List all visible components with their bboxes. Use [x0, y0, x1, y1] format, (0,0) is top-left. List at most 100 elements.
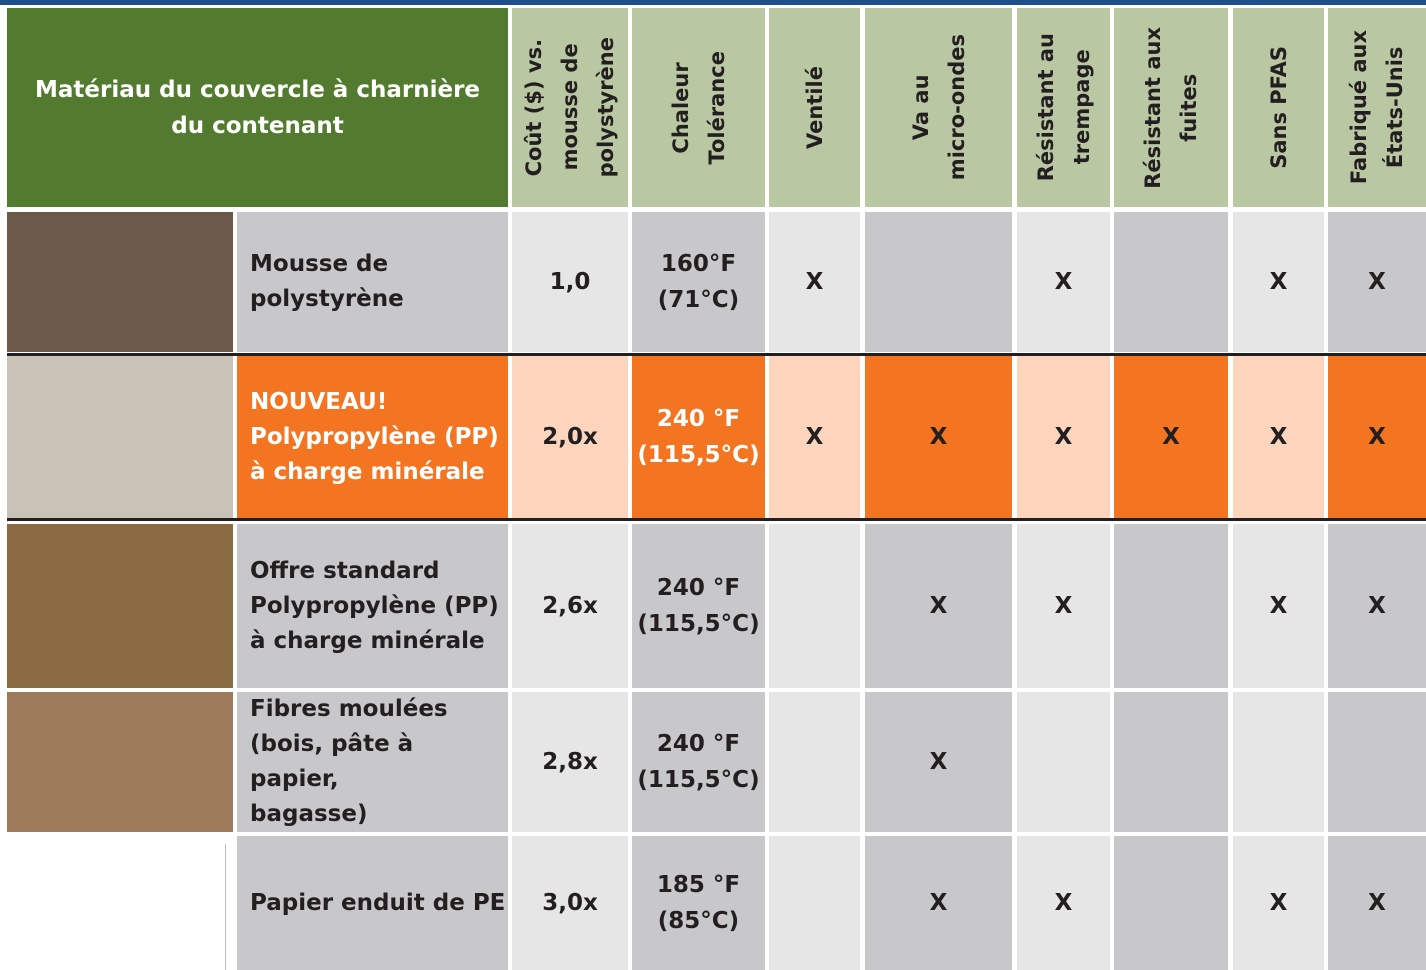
product-photo: [7, 524, 233, 688]
text-line: polystyrène: [588, 37, 624, 177]
feature-cell: X: [865, 692, 1012, 832]
feature-cell: X: [865, 524, 1012, 688]
feature-cell: [1328, 692, 1426, 832]
text-line: Tolérance: [699, 51, 735, 165]
material-text: Papier enduit de PE: [250, 886, 505, 921]
material-text: Fibres moulées(bois, pâte à papier,bagas…: [250, 692, 508, 832]
photo-divider: [225, 844, 226, 970]
heat-cell: 240 °F(115,5°C): [632, 692, 765, 832]
text-line: Fabriqué aux: [1341, 30, 1377, 184]
column-header: Sans PFAS: [1233, 8, 1324, 207]
text-line: mousse de: [552, 37, 588, 177]
feature-cell: X: [769, 356, 860, 518]
feature-cell: X: [1328, 524, 1426, 688]
text-line: Offre standard: [250, 554, 499, 589]
feature-cell: X: [1017, 212, 1110, 352]
row-border: [7, 353, 1426, 356]
page: {"header":{"material":["Matériau du couv…: [0, 0, 1426, 970]
feature-cell: X: [769, 212, 860, 352]
product-photo: [7, 836, 233, 970]
material-cell: NOUVEAU!Polypropylène (PP)à charge minér…: [237, 356, 508, 518]
feature-cell: [769, 836, 860, 970]
text-line: 240 °F: [657, 726, 740, 762]
text-line: polystyrène: [250, 282, 404, 317]
feature-cell: X: [1328, 356, 1426, 518]
top-strip: [0, 0, 1426, 5]
text-line: à charge minérale: [250, 455, 499, 490]
text-line: (85°C): [658, 903, 739, 939]
text-line: Polypropylène (PP): [250, 420, 499, 455]
feature-cell: X: [1233, 212, 1324, 352]
feature-cell: X: [1017, 356, 1110, 518]
product-photo: [7, 692, 233, 832]
heat-cell: 160°F(71°C): [632, 212, 765, 352]
feature-cell: [865, 212, 1012, 352]
cost-cell: 2,6x: [512, 524, 628, 688]
feature-cell: X: [1233, 524, 1324, 688]
feature-cell: [1114, 836, 1228, 970]
feature-cell: X: [1017, 524, 1110, 688]
text-line: Mousse de: [250, 247, 404, 282]
cost-cell: 2,8x: [512, 692, 628, 832]
text-line: Papier enduit de PE: [250, 886, 505, 921]
heat-cell: 240 °F(115,5°C): [632, 356, 765, 518]
feature-cell: X: [1017, 836, 1110, 970]
text-line: NOUVEAU!: [250, 385, 499, 420]
feature-cell: [1114, 692, 1228, 832]
feature-cell: X: [1328, 212, 1426, 352]
cost-cell: 1,0: [512, 212, 628, 352]
text-line: Résistant aux: [1135, 27, 1171, 189]
text-line: à charge minérale: [250, 624, 499, 659]
cost-cell: 3,0x: [512, 836, 628, 970]
feature-cell: X: [1233, 356, 1324, 518]
heat-cell: 240 °F(115,5°C): [632, 524, 765, 688]
feature-cell: X: [1114, 356, 1228, 518]
text-line: 240 °F: [657, 401, 740, 437]
column-header-text: Ventilé: [797, 66, 833, 149]
material-text: NOUVEAU!Polypropylène (PP)à charge minér…: [250, 385, 499, 490]
text-line: Matériau du couvercle à charnière: [35, 72, 480, 108]
text-line: bagasse): [250, 797, 508, 832]
feature-cell: [1114, 524, 1228, 688]
text-line: Coût ($) vs.: [516, 37, 552, 177]
feature-cell: X: [865, 356, 1012, 518]
text-line: 160°F: [661, 246, 736, 282]
text-line: (115,5°C): [637, 606, 759, 642]
feature-cell: [1114, 212, 1228, 352]
text-line: (115,5°C): [637, 437, 759, 473]
feature-cell: [1233, 692, 1324, 832]
text-line: Ventilé: [797, 66, 833, 149]
text-line: fuites: [1171, 27, 1207, 189]
text-line: Polypropylène (PP): [250, 589, 499, 624]
text-line: Chaleur: [663, 51, 699, 165]
feature-cell: X: [1328, 836, 1426, 970]
text-line: 185 °F: [657, 867, 740, 903]
feature-cell: [769, 692, 860, 832]
material-cell: Papier enduit de PE: [237, 836, 508, 970]
text-line: Va au: [903, 34, 939, 180]
text-line: (115,5°C): [637, 762, 759, 798]
text-line: États-Unis: [1377, 30, 1413, 184]
column-header-text: Sans PFAS: [1261, 46, 1297, 169]
text-line: trempage: [1064, 33, 1100, 181]
text-line: Sans PFAS: [1261, 46, 1297, 169]
feature-cell: X: [865, 836, 1012, 970]
column-header: Ventilé: [769, 8, 860, 207]
text-line: 240 °F: [657, 570, 740, 606]
feature-cell: X: [1233, 836, 1324, 970]
